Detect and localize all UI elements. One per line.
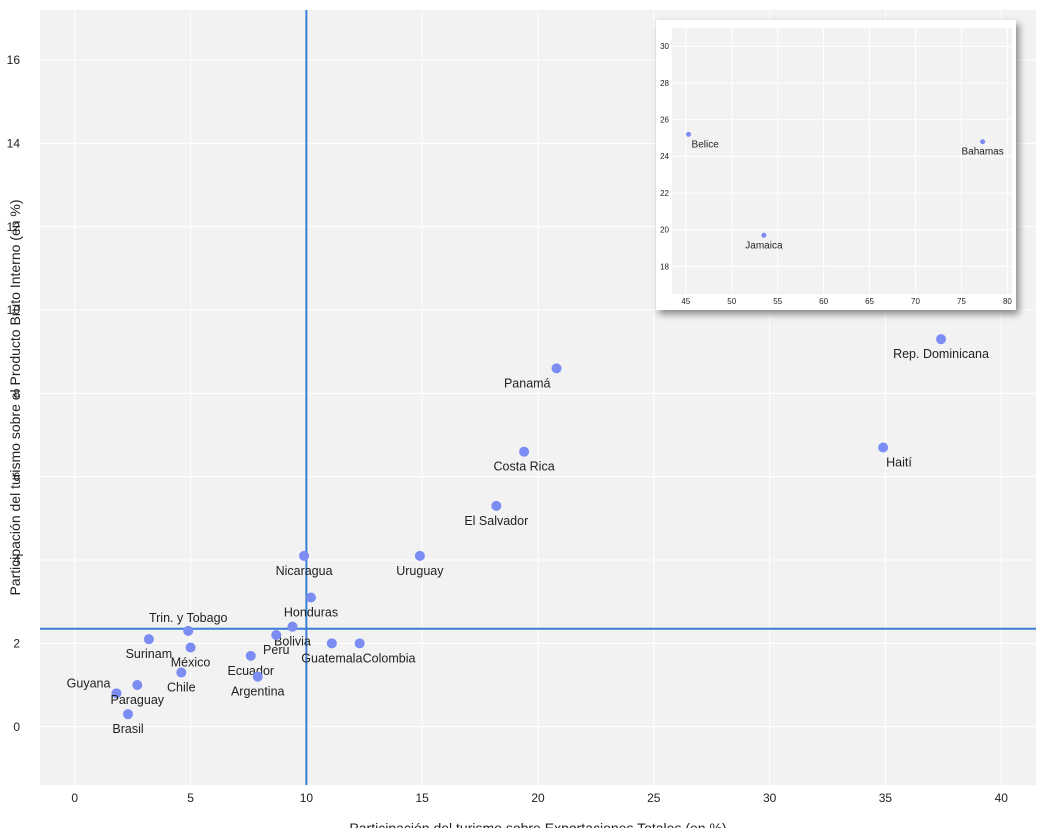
data-point [414,550,425,561]
point-label: Colombia [363,651,416,665]
y-tick-label: 6 [13,470,20,484]
inset-point-label: Jamaica [745,240,783,251]
y-tick-label: 12 [7,220,21,234]
data-point [183,625,194,636]
inset-point-label: Bahamas [961,147,1003,158]
point-label: Costa Rica [494,460,555,474]
inset-y-tick-label: 26 [660,116,669,125]
point-label: Argentina [231,685,285,699]
data-point [271,630,282,640]
data-point [132,680,143,690]
inset-x-tick-label: 50 [727,297,736,306]
data-point [551,363,562,374]
inset-y-tick-label: 30 [660,42,669,51]
y-tick-label: 4 [13,553,20,567]
data-point [111,688,122,699]
x-tick-label: 5 [187,791,194,805]
x-tick-label: 30 [763,791,777,805]
x-tick-label: 10 [300,791,314,805]
x-tick-label: 35 [879,791,893,805]
inset-chart: 45 50 55 60 65 70 75 80 18 20 22 24 26 28 30 Belice Baha… [656,20,1016,310]
inset-x-tick-label: 55 [773,297,782,306]
point-label: Rep. Dominicana [893,347,989,361]
data-point [176,667,187,678]
y-tick-label: 14 [7,137,21,151]
data-point [252,671,263,682]
inset-point-label: Belice [692,139,720,150]
data-point [245,650,256,661]
inset-y-tick-label: 28 [660,79,669,88]
x-tick-label: 15 [416,791,430,805]
x-tick-label: 0 [71,791,78,805]
data-point [306,592,317,603]
x-tick-label: 40 [995,791,1009,805]
inset-x-tick-label: 60 [819,297,828,306]
data-point [354,638,365,649]
inset-plot-area [672,28,1012,294]
y-tick-label: 0 [13,720,20,734]
data-point [287,621,298,632]
inset-x-tick-label: 65 [865,297,874,306]
point-label: Ecuador [228,664,275,678]
y-tick-label: 8 [13,387,20,401]
inset-x-tick-label: 80 [1003,297,1012,306]
data-point [143,634,154,645]
point-label: Chile [167,681,196,695]
inset-data-point [686,131,692,137]
inset-x-tick-label: 75 [957,297,966,306]
point-label: Nicaragua [276,564,333,578]
data-point [491,500,502,511]
point-label: Surinam [126,647,173,661]
point-label: México [171,656,211,670]
point-label: Panamá [504,376,551,390]
point-label: Guyana [67,676,111,690]
point-label: Trin. y Tobago [149,611,228,625]
data-point [299,550,310,561]
data-point [878,442,889,453]
x-tick-label: 25 [647,791,661,805]
x-axis-title: Participación del turismo sobre Exportac… [349,820,726,828]
data-point [123,709,134,720]
x-tick-label: 20 [531,791,545,805]
inset-data-point [980,139,986,145]
inset-chart-svg: 45 50 55 60 65 70 75 80 18 20 22 24 26 28 30 Belice Baha… [660,28,1012,306]
data-point [936,334,947,345]
point-label: El Salvador [464,514,528,528]
data-point [326,638,337,649]
point-label: Paraguay [111,693,165,707]
data-point [519,446,530,457]
y-tick-label: 16 [7,53,21,67]
point-label: Bolivia [274,635,311,649]
point-label: Perú [263,643,289,657]
inset-y-tick-label: 20 [660,226,669,235]
point-label: Guatemala [301,651,362,665]
inset-data-point [761,232,767,238]
inset-y-tick-label: 24 [660,152,669,161]
inset-y-tick-label: 22 [660,189,669,198]
point-label: Haití [886,456,912,470]
inset-y-tick-label: 18 [660,262,669,271]
point-label: Brasil [112,722,143,736]
inset-x-tick-label: 45 [681,297,690,306]
point-label: Uruguay [396,564,444,578]
point-label: Honduras [284,606,338,620]
data-point [185,642,196,653]
y-tick-label: 10 [7,303,21,317]
inset-x-tick-label: 70 [911,297,920,306]
y-axis-title: Participación del turismo sobre el Produ… [7,199,23,595]
y-tick-label: 2 [13,637,20,651]
